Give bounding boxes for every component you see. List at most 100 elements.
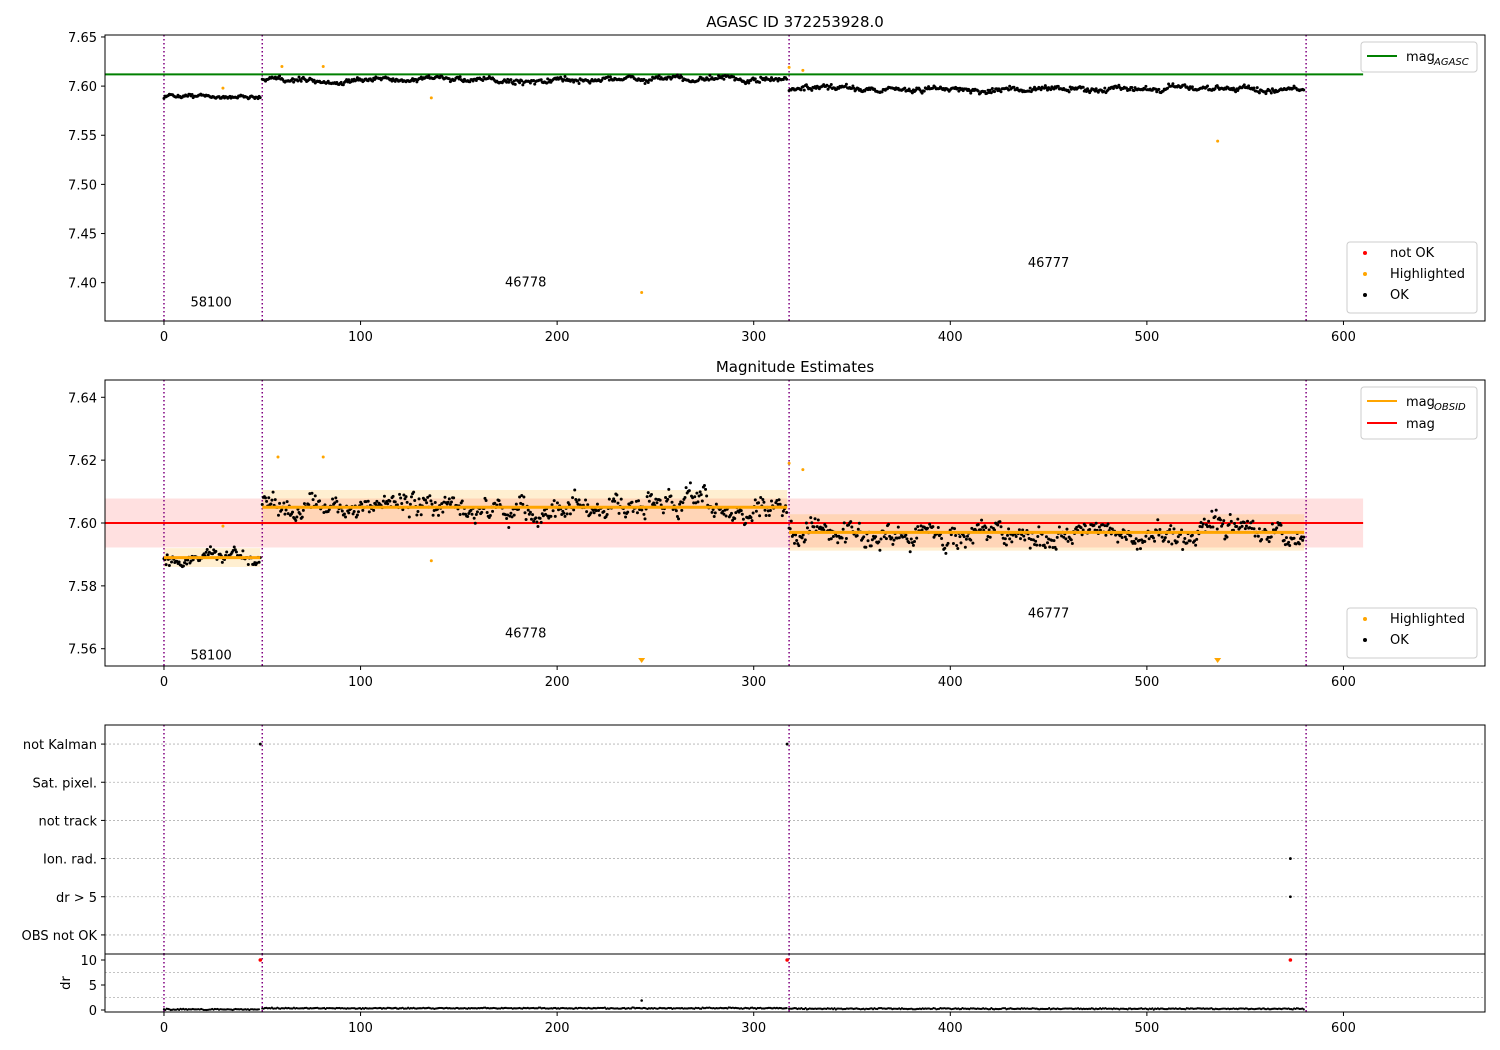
ok-point	[739, 509, 743, 513]
ok-point	[342, 512, 346, 516]
ok-point	[714, 502, 718, 506]
ok-point	[996, 523, 1000, 527]
ok-point	[539, 520, 543, 524]
ok-point	[1235, 525, 1239, 529]
ok-point	[567, 503, 571, 507]
ok-point	[1271, 528, 1275, 532]
ok-point	[840, 536, 844, 540]
ok-point	[1302, 88, 1306, 92]
ok-point	[1251, 519, 1255, 523]
ok-point	[415, 513, 419, 517]
ok-point	[1238, 526, 1242, 530]
ok-point	[704, 487, 708, 491]
ok-point	[520, 493, 524, 497]
panel-title: AGASC ID 372253928.0	[706, 13, 884, 31]
ok-point	[810, 88, 814, 92]
ok-point	[1130, 86, 1134, 90]
ok-point	[1017, 528, 1021, 532]
ok-point	[184, 558, 188, 562]
ok-point	[730, 511, 734, 515]
ok-point	[1156, 518, 1160, 522]
ok-point	[1267, 540, 1271, 544]
ok-point	[1092, 523, 1096, 527]
ok-point	[911, 543, 915, 547]
ok-point	[943, 546, 947, 550]
ok-point	[770, 499, 774, 503]
ok-point	[412, 490, 416, 494]
panel-agasc-magnitude: AGASC ID 372253928.0 58100 46778 46777 0 100 2…	[68, 13, 1486, 345]
ok-point	[1294, 542, 1298, 546]
ok-point	[528, 81, 532, 85]
ok-point	[1163, 536, 1167, 540]
ok-point	[970, 526, 974, 530]
ok-point	[285, 500, 289, 504]
highlighted-point	[280, 64, 284, 68]
ok-point	[1302, 535, 1306, 539]
ok-point	[177, 560, 181, 564]
ok-point	[521, 502, 525, 506]
ok-point	[909, 537, 913, 541]
ok-point	[1190, 533, 1194, 537]
off-scale-marker	[1214, 658, 1222, 663]
ok-point	[1225, 535, 1229, 539]
axes-frame	[104, 724, 1486, 955]
ok-point	[1172, 527, 1176, 531]
ok-point	[1166, 86, 1170, 90]
ok-point	[1171, 82, 1175, 86]
ok-point	[1158, 528, 1162, 532]
ok-point	[1038, 543, 1042, 547]
ok-point	[314, 502, 318, 506]
ok-point	[993, 90, 997, 94]
ok-point	[440, 502, 444, 506]
ok-point	[905, 537, 909, 541]
ok-point	[429, 499, 433, 503]
ok-point	[880, 90, 884, 94]
ok-point	[345, 78, 349, 82]
ok-point	[1223, 537, 1227, 541]
ok-point	[844, 82, 848, 86]
ok-point	[989, 525, 993, 529]
ok-point	[969, 91, 973, 95]
ok-point	[292, 80, 296, 84]
ok-point	[428, 494, 432, 498]
ok-point	[1270, 522, 1274, 526]
ok-point	[757, 501, 761, 505]
ok-point	[649, 78, 653, 82]
ok-point	[1069, 538, 1073, 542]
ok-point	[1168, 528, 1172, 532]
ok-point	[750, 519, 754, 523]
ok-point	[680, 75, 684, 79]
ok-point	[577, 498, 581, 502]
ok-point	[524, 518, 528, 522]
ok-point	[822, 528, 826, 532]
ok-point	[1253, 534, 1257, 538]
ok-point	[746, 79, 750, 83]
ok-point	[803, 538, 807, 542]
flag-label: not Kalman	[23, 738, 97, 753]
ok-point	[951, 541, 955, 545]
ok-point	[602, 509, 606, 513]
dr-point	[785, 1006, 788, 1010]
ok-point	[265, 499, 269, 503]
ok-point	[291, 510, 295, 514]
ok-point	[915, 536, 919, 540]
ok-point	[1199, 521, 1203, 525]
highlighted-point	[221, 86, 225, 90]
ok-point	[815, 525, 819, 529]
ok-point	[504, 513, 508, 517]
ok-point	[1103, 86, 1107, 90]
ok-point	[1054, 547, 1058, 551]
ok-point	[449, 500, 453, 504]
ok-point	[763, 508, 767, 512]
ok-point	[661, 511, 665, 515]
ok-point	[998, 520, 1002, 524]
ok-point	[405, 500, 409, 504]
ok-point	[794, 533, 798, 537]
ok-point	[699, 493, 703, 497]
ok-point	[799, 88, 803, 92]
ok-point	[162, 96, 166, 100]
ok-point	[1243, 527, 1247, 531]
ok-point	[611, 499, 615, 503]
ok-point	[920, 91, 924, 95]
legend-marker	[1363, 638, 1367, 642]
